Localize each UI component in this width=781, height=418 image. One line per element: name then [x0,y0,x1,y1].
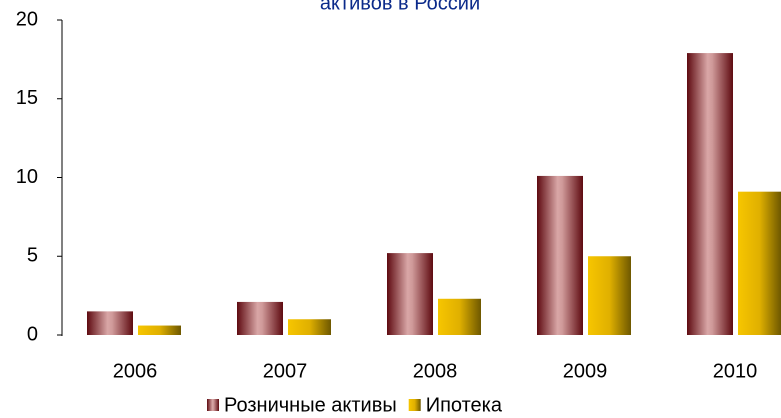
legend-swatch [207,399,219,411]
bar [537,175,583,335]
bar [387,253,433,335]
x-tick-label: 2010 [713,360,758,382]
bar [237,301,283,335]
bar [87,311,133,335]
legend-label: Розничные активы [224,394,397,416]
legend-label: Ипотека [426,394,503,416]
y-tick-label: 20 [16,8,38,30]
legend-swatch [408,399,421,411]
bar [438,298,481,335]
y-tick-label: 5 [27,245,38,267]
bar [687,53,733,335]
x-tick-label: 2007 [263,360,308,382]
y-tick-label: 0 [27,323,38,345]
x-tick-label: 2009 [563,360,608,382]
bar [588,256,631,335]
bar [738,191,781,335]
y-tick-label: 10 [16,166,38,188]
x-tick-label: 2006 [113,360,158,382]
chart-title: активов в России [320,0,480,14]
y-tick-label: 15 [16,87,38,109]
bar [138,325,181,335]
x-tick-label: 2008 [413,360,458,382]
bar [288,319,331,335]
